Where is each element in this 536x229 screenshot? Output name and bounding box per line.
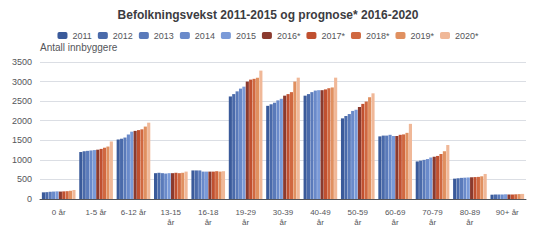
svg-text:50-59: 50-59 xyxy=(348,208,369,217)
svg-text:2018*: 2018* xyxy=(366,31,390,41)
svg-text:16-18: 16-18 xyxy=(198,208,219,217)
svg-text:år: år xyxy=(466,218,473,227)
svg-text:2500: 2500 xyxy=(12,96,32,106)
svg-text:2017*: 2017* xyxy=(321,31,345,41)
svg-text:1500: 1500 xyxy=(12,135,32,145)
svg-text:år: år xyxy=(279,218,286,227)
svg-text:Befolkningsvekst 2011-2015 og: Befolkningsvekst 2011-2015 og prognose* … xyxy=(118,8,419,22)
svg-text:år: år xyxy=(205,218,212,227)
svg-text:0: 0 xyxy=(27,194,32,204)
svg-text:år: år xyxy=(167,218,174,227)
svg-text:80-89: 80-89 xyxy=(460,208,481,217)
svg-text:Antall innbyggere: Antall innbyggere xyxy=(40,42,118,53)
svg-text:40-49: 40-49 xyxy=(310,208,331,217)
svg-text:2014: 2014 xyxy=(195,31,215,41)
svg-text:3000: 3000 xyxy=(12,77,32,87)
svg-text:13-15: 13-15 xyxy=(161,208,182,217)
svg-text:år: år xyxy=(392,218,399,227)
svg-text:19-29: 19-29 xyxy=(235,208,256,217)
svg-text:60-69: 60-69 xyxy=(385,208,406,217)
svg-text:år: år xyxy=(429,218,436,227)
svg-text:2020*: 2020* xyxy=(455,31,479,41)
svg-text:2013: 2013 xyxy=(154,31,174,41)
svg-text:0 år: 0 år xyxy=(52,208,66,217)
svg-text:1000: 1000 xyxy=(12,155,32,165)
svg-text:2012: 2012 xyxy=(113,31,133,41)
svg-text:2000: 2000 xyxy=(12,116,32,126)
svg-text:6-12 år: 6-12 år xyxy=(121,208,147,217)
svg-text:2015: 2015 xyxy=(236,31,256,41)
svg-text:2016*: 2016* xyxy=(277,31,301,41)
svg-text:2019*: 2019* xyxy=(410,31,434,41)
svg-text:år: år xyxy=(242,218,249,227)
svg-text:3500: 3500 xyxy=(12,57,32,67)
svg-text:år: år xyxy=(317,218,324,227)
svg-text:30-39: 30-39 xyxy=(273,208,294,217)
svg-text:70-79: 70-79 xyxy=(422,208,443,217)
svg-text:år: år xyxy=(354,218,361,227)
svg-text:1-5 år: 1-5 år xyxy=(86,208,107,217)
svg-text:500: 500 xyxy=(17,174,32,184)
svg-text:90+ år: 90+ år xyxy=(496,208,519,217)
svg-text:2011: 2011 xyxy=(72,31,91,41)
